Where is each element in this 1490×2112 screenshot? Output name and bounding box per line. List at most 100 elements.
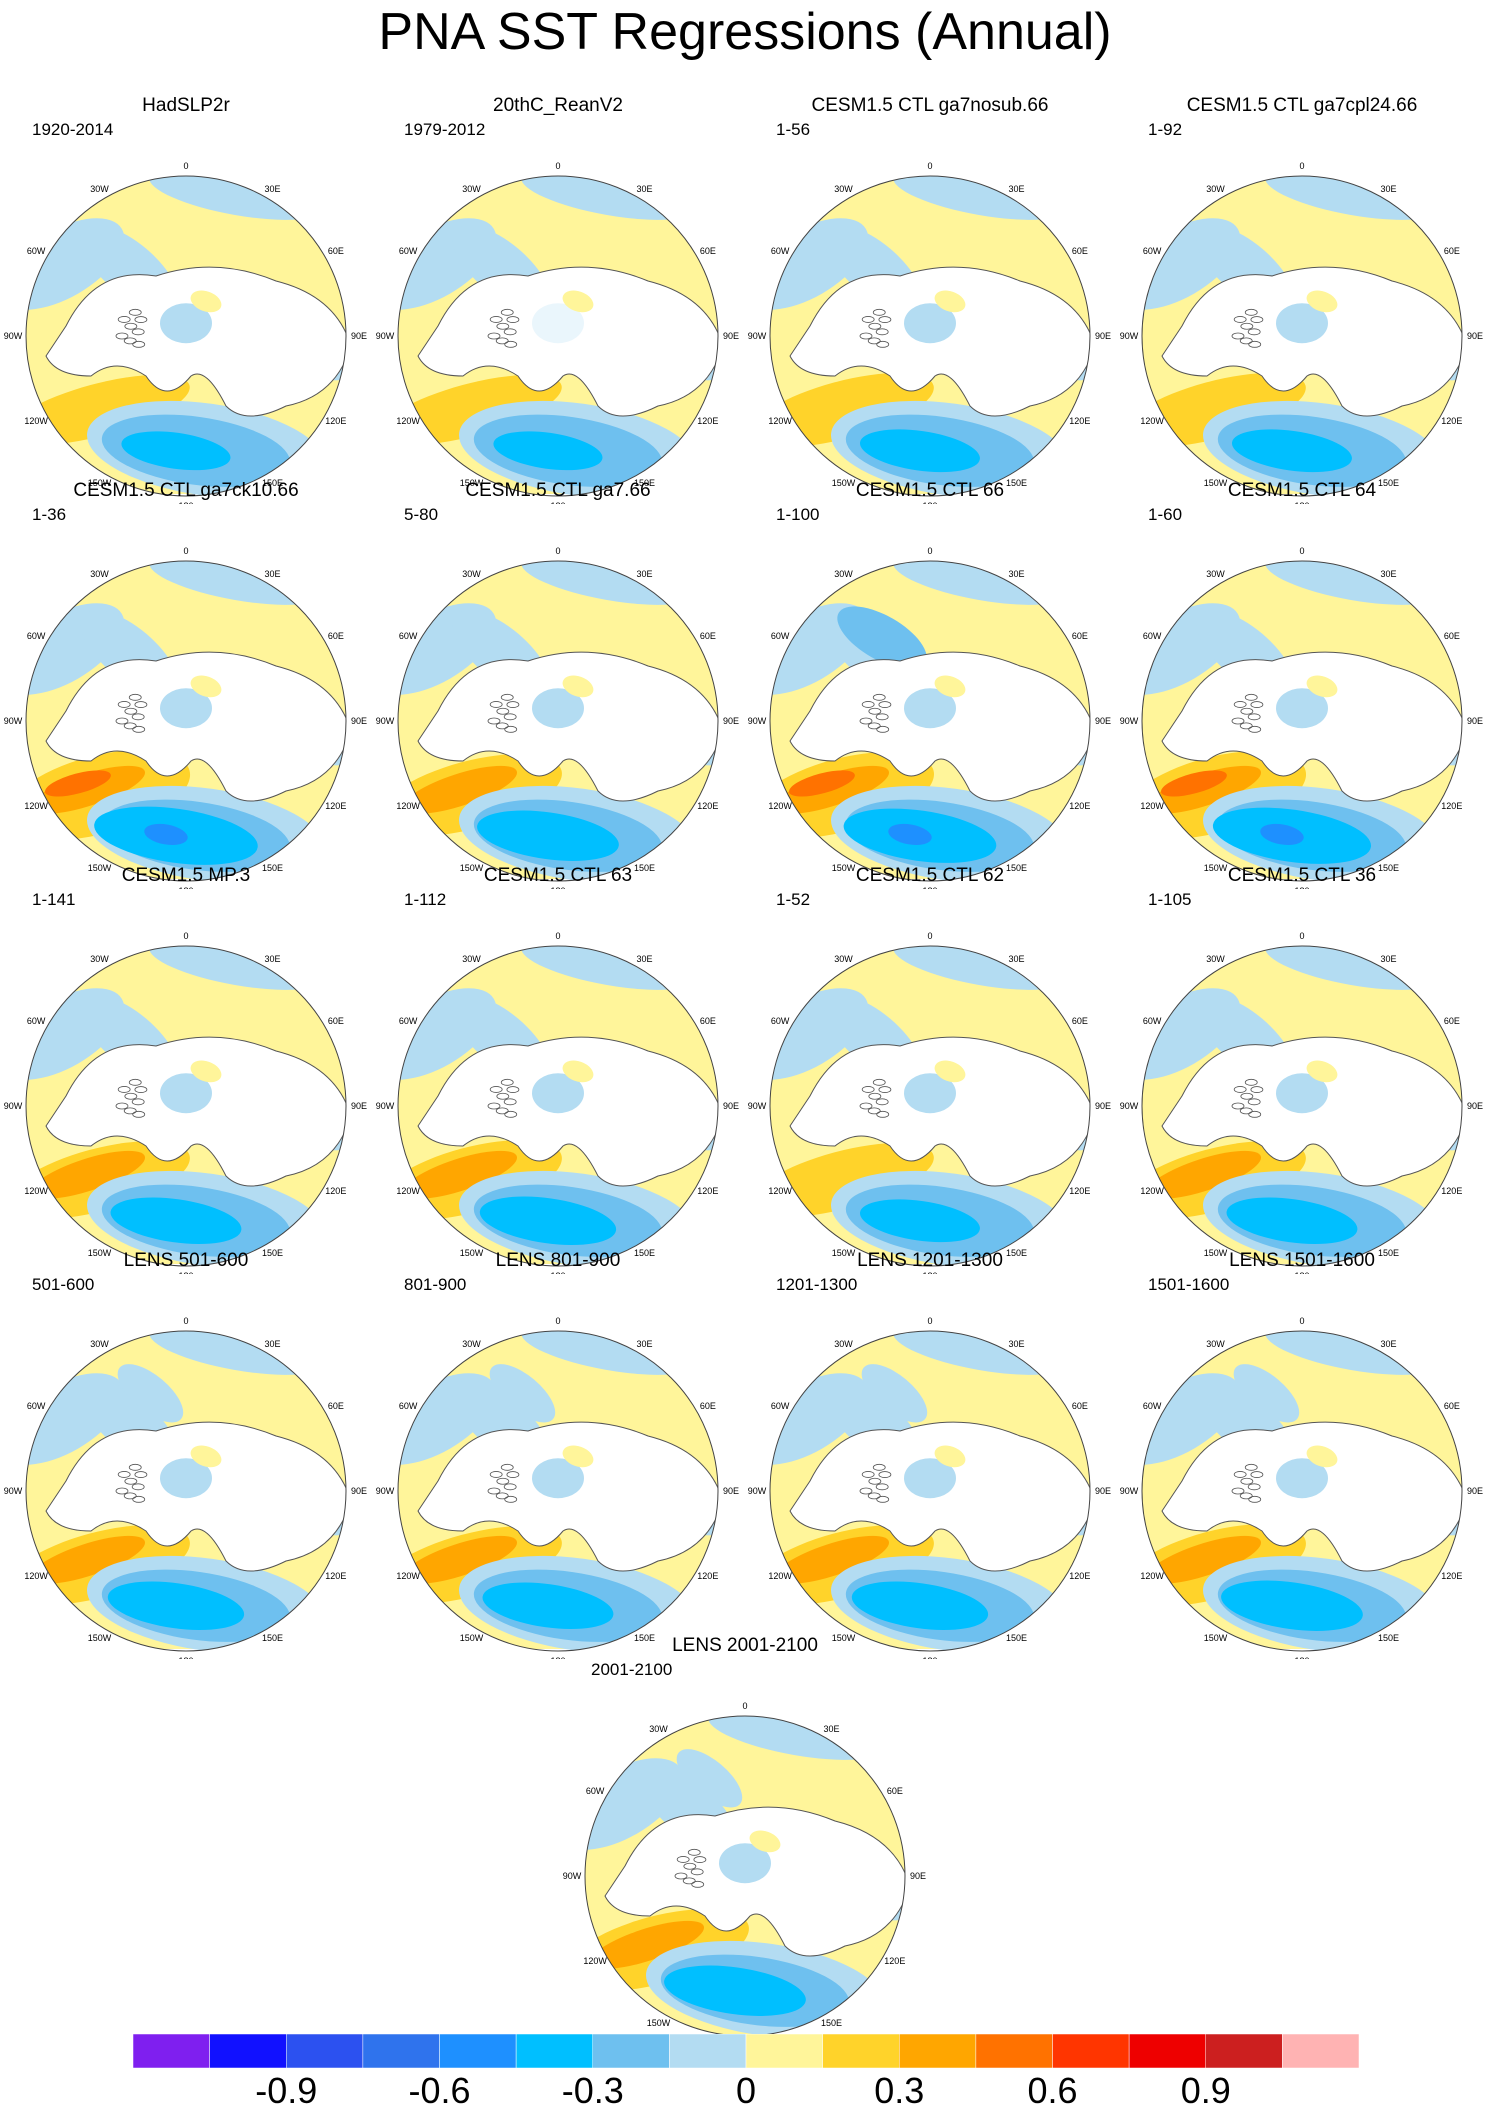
longitude-label: 90E (1095, 1101, 1111, 1111)
island-outline (487, 1487, 501, 1495)
longitude-label: 180 (178, 1656, 193, 1659)
longitude-label: 90E (723, 1486, 739, 1496)
island-outline (867, 722, 881, 730)
longitude-label: 30W (462, 1339, 481, 1349)
colorbar-swatch (975, 2034, 1053, 2068)
longitude-label: 0 (927, 161, 932, 171)
longitude-label: 0 (1299, 1316, 1304, 1326)
longitude-label: 120W (24, 801, 48, 811)
landmass (1161, 1421, 1462, 1572)
longitude-label: 60E (1444, 1401, 1460, 1411)
longitude-label: 60E (1444, 1016, 1460, 1026)
polar-map: 180 150E 120E 90E 60E 30E 0 30W 60W 90W 120W 150W (4, 161, 367, 504)
longitude-label: 60E (1072, 631, 1088, 641)
map-boundary (769, 560, 1091, 882)
island-outline (691, 1880, 705, 1888)
longitude-label: 150W (647, 2018, 671, 2028)
longitude-label: 150E (262, 863, 283, 873)
island-outline (875, 1483, 889, 1491)
map-boundary (769, 945, 1091, 1267)
island-outline (134, 701, 148, 708)
longitude-label: 120E (884, 1956, 905, 1966)
map-panel: 180 150E 120E 90E 60E 30E 0 30W 60W 90W 120W 150W 20… (372, 94, 744, 504)
island-outline (503, 1483, 517, 1491)
pacific-warm-core (402, 1150, 517, 1199)
longitude-label: 90E (1467, 1486, 1483, 1496)
longitude-label: 90W (1120, 331, 1139, 341)
longitude-label: 90E (1467, 331, 1483, 341)
colorbar-tick-label: -0.6 (408, 2070, 471, 2111)
longitude-label: 150W (832, 478, 856, 488)
longitude-label: 30E (1380, 954, 1396, 964)
island-outline (500, 1078, 514, 1086)
island-outline (506, 701, 520, 708)
island-outline (861, 1086, 875, 1093)
longitude-label: 0 (183, 546, 188, 556)
panel-title: CESM1.5 CTL 62 (855, 865, 1005, 886)
longitude-label: 60E (700, 1401, 716, 1411)
longitude-label: 150W (88, 1248, 112, 1258)
north-pacific-cold-core (664, 1965, 806, 2016)
island-outline (1240, 1477, 1254, 1485)
longitude-label: 120W (1140, 801, 1164, 811)
map-panel: 180150E120E90E60E30E030W60W90W120W150WCE… (372, 479, 744, 889)
landmass (417, 651, 718, 802)
island-outline (861, 316, 875, 323)
panel-title: CESM1.5 CTL 63 (483, 865, 633, 886)
longitude-label: 90W (376, 716, 395, 726)
island-outline (1240, 1092, 1254, 1100)
longitude-label: 60W (399, 631, 418, 641)
longitude-label: 120E (1069, 1571, 1090, 1581)
arctic-ocean (532, 303, 584, 344)
island-outline (875, 328, 889, 336)
colorbar-swatch (745, 2034, 823, 2068)
longitude-label: 60W (27, 631, 46, 641)
longitude-label: 180 (178, 501, 193, 504)
map-boundary (397, 1330, 719, 1652)
island-outline (132, 1110, 146, 1118)
longitude-label: 60W (586, 1786, 605, 1796)
island-outline (859, 717, 873, 725)
atlantic-lens-neg (489, 1364, 556, 1423)
island-outline (487, 332, 501, 340)
north-pacific-cold-peak (888, 823, 932, 846)
island-outline (1231, 332, 1245, 340)
longitude-label: 30W (90, 1339, 109, 1349)
longitude-label: 0 (555, 161, 560, 171)
island-outline (868, 1477, 882, 1485)
map-panel: 180150E120E90E60E30E030W60W90W120W150WLE… (744, 1249, 1116, 1659)
map-panel: 180 150E 120E 90E 60E 30E 0 30W 60W 90W 120W 150W Ha… (0, 94, 372, 504)
sst-field (398, 1331, 718, 1651)
island-outline (1231, 717, 1245, 725)
colorbar-tick-label: 0.3 (874, 2070, 925, 2111)
island-outline (674, 1872, 688, 1880)
barents-sea (934, 675, 966, 698)
polar-map: 180 150E 120E 90E 60E 30E 0 30W 60W 90W 120W 150W (1120, 1316, 1483, 1659)
longitude-label: 0 (183, 931, 188, 941)
landmass (417, 266, 718, 417)
longitude-label: 60E (328, 1401, 344, 1411)
longitude-label: 30E (1008, 1339, 1024, 1349)
north-pacific-cold-core (859, 1199, 980, 1243)
longitude-label: 30E (1008, 954, 1024, 964)
longitude-label: 90E (1467, 1101, 1483, 1111)
longitude-label: 120E (697, 1571, 718, 1581)
colorbar-tick-label: 0.9 (1180, 2070, 1231, 2111)
island-outline (124, 1477, 138, 1485)
island-outline (1239, 1107, 1253, 1115)
map-panel: 180150E120E90E60E30E030W60W90W120W150WCE… (744, 864, 1116, 1274)
island-outline (489, 701, 503, 708)
longitude-label: 30E (1380, 1339, 1396, 1349)
longitude-label: 30E (636, 184, 652, 194)
arctic-ocean (532, 1073, 584, 1114)
longitude-label: 120W (24, 1186, 48, 1196)
landmass (45, 1036, 346, 1187)
barents-sea (190, 1060, 222, 1083)
longitude-label: 60E (700, 246, 716, 256)
panel-year-range: 1-36 (32, 505, 67, 524)
longitude-label: 30W (462, 184, 481, 194)
island-outline (1239, 722, 1253, 730)
island-outline (861, 701, 875, 708)
longitude-label: 150E (262, 478, 283, 488)
longitude-label: 30E (264, 569, 280, 579)
